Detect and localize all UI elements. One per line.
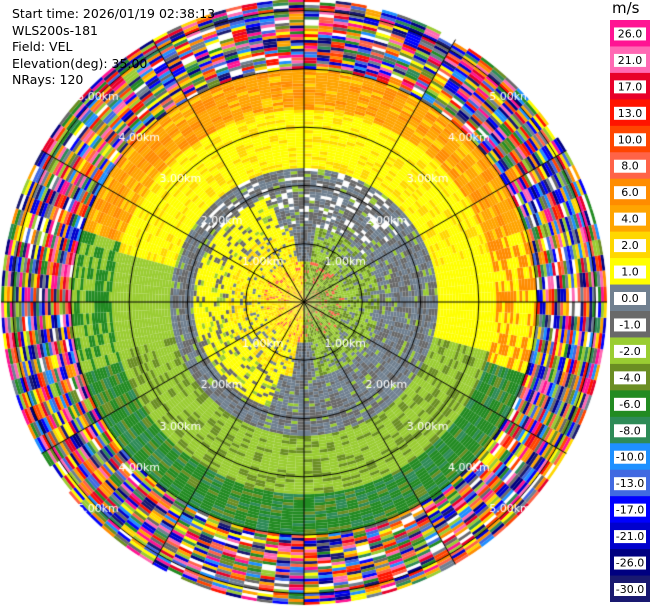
colorbar-tick-label: 17.0 bbox=[618, 80, 643, 93]
start-time-label: Start time: 2026/01/19 02:38:13 bbox=[12, 6, 216, 21]
colorbar-tick-label: -13.0 bbox=[616, 477, 644, 490]
colorbar-tick-label: -2.0 bbox=[619, 345, 640, 358]
colorbar-tick-label: 13.0 bbox=[618, 107, 643, 120]
colorbar-tick-label: -1.0 bbox=[619, 318, 640, 331]
colorbar-tick-label: 0.0 bbox=[621, 292, 639, 305]
colorbar-tick-label: -26.0 bbox=[616, 557, 644, 570]
plot-info-block: Start time: 2026/01/19 02:38:13 WLS200s-… bbox=[12, 6, 215, 89]
elevation-label: Elevation(deg): 35.00 bbox=[12, 55, 148, 71]
colorbar-tick-label: 2.0 bbox=[621, 239, 639, 252]
colorbar-tick-label: 21.0 bbox=[618, 54, 643, 67]
colorbar-tick-label: -21.0 bbox=[616, 530, 644, 543]
nrays-label: NRays: 120 bbox=[12, 72, 84, 87]
colorbar-tick-label: 4.0 bbox=[621, 213, 639, 226]
colorbar-unit: m/s bbox=[612, 0, 640, 17]
colorbar-tick-label: 26.0 bbox=[618, 27, 643, 40]
colorbar-tick-label: -8.0 bbox=[619, 424, 640, 437]
colorbar-tick-label: 6.0 bbox=[621, 186, 639, 199]
colorbar-tick-label: -30.0 bbox=[616, 583, 644, 596]
instrument-label: WLS200s-181 bbox=[12, 22, 98, 38]
colorbar-tick-label: -6.0 bbox=[619, 398, 640, 411]
field-label: Field: VEL bbox=[12, 39, 73, 54]
colorbar-tick-label: -10.0 bbox=[616, 451, 644, 464]
colorbar-tick-label: 8.0 bbox=[621, 160, 639, 173]
colorbar-tick-label: -4.0 bbox=[619, 371, 640, 384]
colorbar-tick-label: 10.0 bbox=[618, 133, 643, 146]
colorbar-tick-label: -17.0 bbox=[616, 504, 644, 517]
velocity-colorbar: 26.0 21.0 17.0 13.0 10.0 8.0 6.0 4.0 2.0 1.0 0.0 -1… bbox=[610, 20, 650, 602]
colorbar-tick-label: 1.0 bbox=[621, 266, 639, 279]
